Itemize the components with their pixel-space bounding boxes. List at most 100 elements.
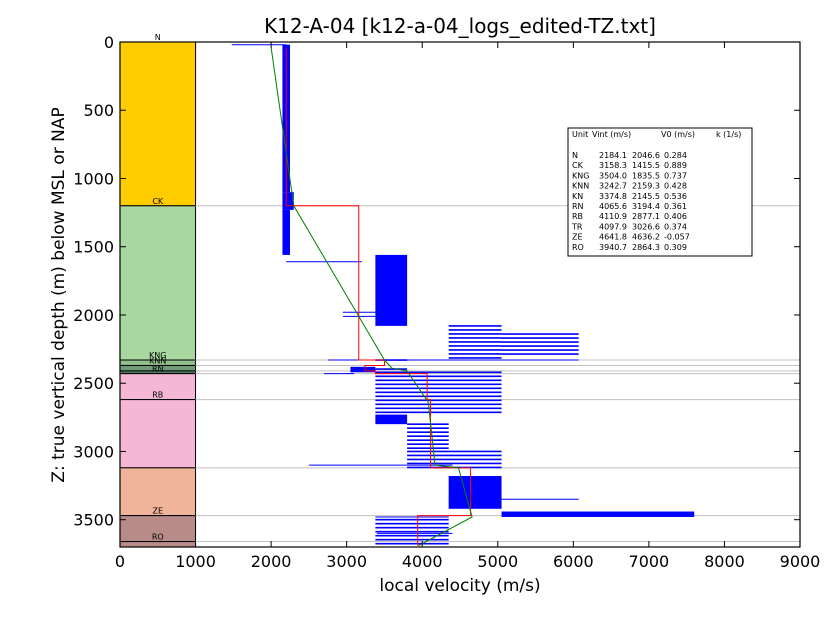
legend-cell: 0.361 [664,202,687,211]
log-band-2 [282,209,290,255]
legend-cell: ZE [572,233,583,242]
log-band-5 [501,333,579,355]
log-band-1 [282,192,294,210]
velocity-legend: Unit Vint (m/s) V0 (m/s) k (1/s) N 2184.1 2046… [567,127,753,257]
unit-ro [119,541,197,548]
legend-box [567,127,753,257]
legend-cell: TR [571,222,583,231]
interval-velocity-line [285,47,472,546]
y-tick-label: 1000 [73,169,114,188]
unit-ck [119,205,197,361]
v0k-model-line [270,47,473,547]
legend-cell: 4641.8 [599,233,627,242]
legend-cell: 2159.3 [632,182,660,191]
unit-label-knn: KNN [149,356,166,365]
legend-cell: 0.889 [664,161,687,170]
log-band-9 [375,414,408,425]
velocity-log [231,44,695,545]
y-tick-label: 500 [83,101,114,120]
y-axis-label: Z: true vertical depth (m) below MSL or … [49,107,69,482]
legend-cell: RN [572,202,584,211]
log-block [350,366,376,373]
x-tick-label: 6000 [553,552,594,571]
legend-header: Vint (m/s) [592,130,631,139]
legend-cell: RO [572,243,584,252]
y-tick-label: 0 [104,33,114,52]
unit-label-ze: ZE [153,507,164,516]
x-axis-label: local velocity (m/s) [379,576,540,596]
log-block [501,511,695,517]
unit-tr [119,467,197,517]
legend-cell: 4110.9 [599,212,627,221]
x-tick-label: 5000 [477,552,518,571]
legend-header: V0 (m/s) [661,130,695,139]
log-band-4 [448,325,502,359]
plot-background [120,42,800,547]
legend-cell: 4636.2 [632,233,660,242]
log-band-13 [501,511,695,517]
x-tick-label: 1000 [175,552,216,571]
velocity-models [270,47,473,547]
legend-cell: 3158.3 [599,161,627,170]
legend-cell: KN [572,192,583,201]
log-band-12 [448,476,502,509]
legend-cell: 4065.6 [599,202,627,211]
log-band-14 [375,518,449,545]
log-band-3 [375,254,408,326]
legend-cell: 3242.7 [599,182,627,191]
log-block [282,192,294,210]
y-tick-label: 2500 [73,374,114,393]
legend-cell: 4097.9 [599,222,627,231]
x-tick-label: 4000 [402,552,443,571]
x-tick-label: 7000 [629,552,670,571]
legend-cell: 2877.1 [632,212,660,221]
log-block [375,414,408,425]
x-tick-label: 3000 [326,552,367,571]
legend-header: Unit [572,130,588,139]
unit-label-ck: CK [152,197,164,206]
x-tick-label: 0 [115,552,125,571]
unit-label-kng: KNG [149,351,166,360]
legend-cell: 2184.1 [599,151,627,160]
legend-header: k (1/s) [716,130,741,139]
legend-cell: 0.309 [664,243,687,252]
log-band-6 [350,366,376,373]
legend-cell: 1835.5 [632,171,660,180]
legend-cell: 3374.8 [599,192,627,201]
legend-cell: 1415.5 [632,161,660,170]
y-tick-label: 3000 [73,442,114,461]
legend-cell: 3194.4 [632,202,660,211]
legend-cell: 3504.0 [599,171,627,180]
legend-cell: 0.406 [664,212,687,221]
legend-cell: KNN [572,182,589,191]
legend-cell: -0.057 [664,233,690,242]
legend-cell: 2046.6 [632,151,660,160]
x-tick-label: 2000 [251,552,292,571]
log-block [282,209,290,255]
legend-cell: CK [572,161,584,170]
legend-cell: 2145.5 [632,192,660,201]
y-tick-label: 3500 [73,511,114,530]
legend-cell: KNG [572,171,589,180]
chart-title: K12-A-04 [k12-a-04_logs_edited-TZ.txt] [264,14,656,38]
unit-label-ro: RO [152,533,164,542]
unit-n [119,41,197,207]
plot-area [120,42,800,547]
legend-cell: 0.374 [664,222,687,231]
log-band-8 [375,371,502,414]
plot-frame [119,41,801,548]
x-tick-label: 8000 [704,552,745,571]
legend-cell: 3940.7 [599,243,627,252]
legend-cell: N [572,151,578,160]
log-band-10 [407,423,449,449]
log-block [375,254,408,326]
legend-cell: 0.536 [664,192,687,201]
log-block [448,476,502,509]
unit-label-rn: RN [152,365,164,374]
legend-cell: 2864.3 [632,243,660,252]
unit-label-rb: RB [152,391,163,400]
x-tick-label: 9000 [780,552,821,571]
legend-cell: 0.737 [664,171,687,180]
